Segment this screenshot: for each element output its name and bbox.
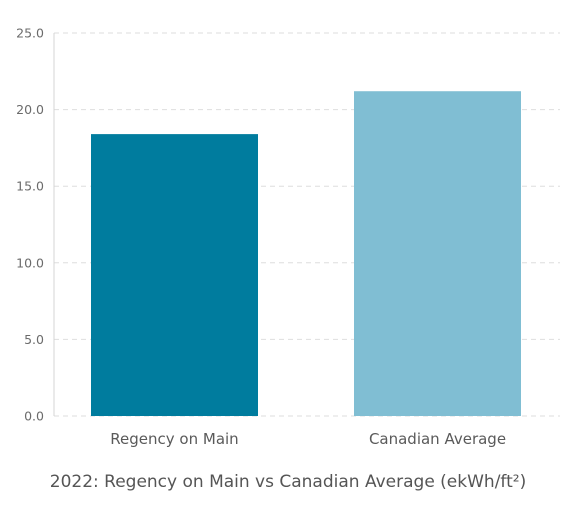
y-axis: 0.0 5.0 10.0 15.0 20.0 25.0 xyxy=(16,26,55,424)
y-tick-label: 10.0 xyxy=(16,255,44,270)
x-category-label: Regency on Main xyxy=(110,430,238,448)
y-tick-label: 15.0 xyxy=(16,179,44,194)
y-tick-label: 25.0 xyxy=(16,26,44,41)
bars xyxy=(91,91,521,416)
chart-title: 2022: Regency on Main vs Canadian Averag… xyxy=(49,472,527,492)
x-category-label: Canadian Average xyxy=(369,430,506,448)
bar-regency-on-main xyxy=(91,134,258,416)
y-tick-label: 5.0 xyxy=(24,332,44,347)
x-axis-labels: Regency on Main Canadian Average xyxy=(110,430,506,448)
bar-canadian-average xyxy=(354,91,521,416)
y-tick-label: 20.0 xyxy=(16,102,44,117)
y-tick-label: 0.0 xyxy=(24,409,44,424)
